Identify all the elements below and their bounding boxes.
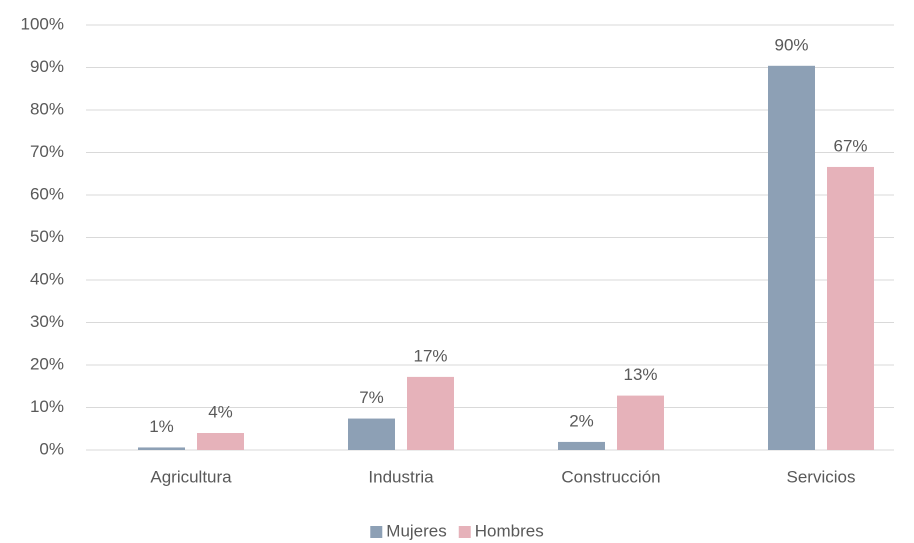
- data-label: 67%: [833, 136, 867, 155]
- x-tick-label: Servicios: [787, 467, 856, 486]
- bar: [768, 65, 815, 451]
- x-tick-label: Agricultura: [150, 467, 232, 486]
- y-tick-label: 100%: [21, 14, 64, 33]
- bar: [558, 441, 605, 450]
- legend-label: Hombres: [475, 521, 544, 540]
- x-tick-label: Industria: [368, 467, 434, 486]
- bar: [407, 376, 454, 450]
- y-tick-label: 20%: [30, 354, 64, 373]
- legend-swatch: [458, 526, 471, 538]
- y-tick-label: 50%: [30, 227, 64, 246]
- bar: [617, 395, 664, 450]
- legend-swatch: [370, 526, 383, 538]
- data-label: 90%: [774, 35, 808, 54]
- y-tick-label: 60%: [30, 184, 64, 203]
- data-label: 4%: [208, 402, 233, 421]
- bar: [197, 433, 244, 450]
- data-label: 2%: [569, 411, 594, 430]
- x-tick-label: Construcción: [561, 467, 660, 486]
- y-tick-label: 30%: [30, 312, 64, 331]
- data-label: 7%: [359, 388, 384, 407]
- y-tick-label: 70%: [30, 142, 64, 161]
- y-tick-label: 90%: [30, 57, 64, 76]
- y-tick-label: 0%: [39, 439, 64, 458]
- y-tick-label: 10%: [30, 397, 64, 416]
- bar: [348, 418, 395, 450]
- y-tick-label: 40%: [30, 269, 64, 288]
- data-label: 13%: [623, 365, 657, 384]
- bar: [138, 447, 185, 450]
- data-label: 17%: [413, 346, 447, 365]
- bar: [827, 166, 874, 450]
- y-tick-label: 80%: [30, 99, 64, 118]
- legend-label: Mujeres: [386, 521, 446, 540]
- data-label: 1%: [149, 417, 174, 436]
